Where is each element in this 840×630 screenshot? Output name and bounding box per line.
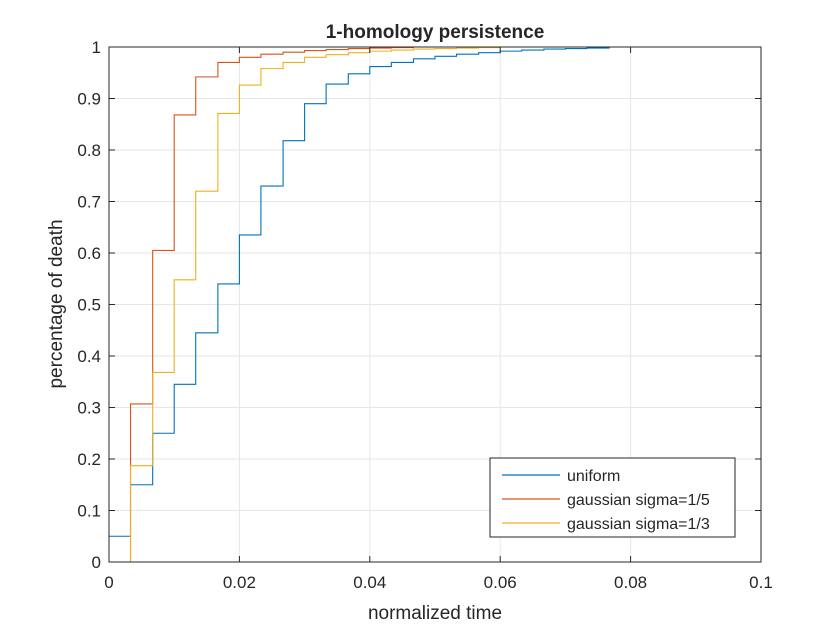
y-axis-label: percentage of death [46, 219, 67, 388]
y-tick-label: 0 [92, 553, 101, 572]
legend-label: gaussian sigma=1/5 [567, 492, 710, 509]
legend-label: uniform [567, 468, 620, 485]
x-tick-label: 0.02 [223, 573, 256, 592]
x-tick-label: 0.06 [484, 573, 517, 592]
legend-label: gaussian sigma=1/3 [567, 516, 710, 533]
y-tick-label: 0.1 [77, 502, 101, 521]
y-tick-label: 0.9 [77, 90, 101, 109]
y-tick-label: 0.6 [77, 244, 101, 263]
x-axis-label: normalized time [368, 603, 502, 624]
y-tick-label: 0.4 [77, 347, 101, 366]
y-tick-label: 0.5 [77, 296, 101, 315]
x-tick-label: 0.04 [353, 573, 386, 592]
y-tick-label: 0.3 [77, 399, 101, 418]
y-tick-label: 0.8 [77, 141, 101, 160]
y-tick-label: 0.7 [77, 193, 101, 212]
y-tick-label: 0.2 [77, 450, 101, 469]
chart-title: 1-homology persistence [326, 22, 545, 43]
x-tick-label: 0 [104, 573, 113, 592]
legend[interactable]: uniform gaussian sigma=1/5 gaussian sigma=… [490, 458, 735, 537]
y-tick-label: 1 [92, 38, 101, 57]
x-tick-label: 0.1 [749, 573, 773, 592]
x-tick-label: 0.08 [614, 573, 647, 592]
